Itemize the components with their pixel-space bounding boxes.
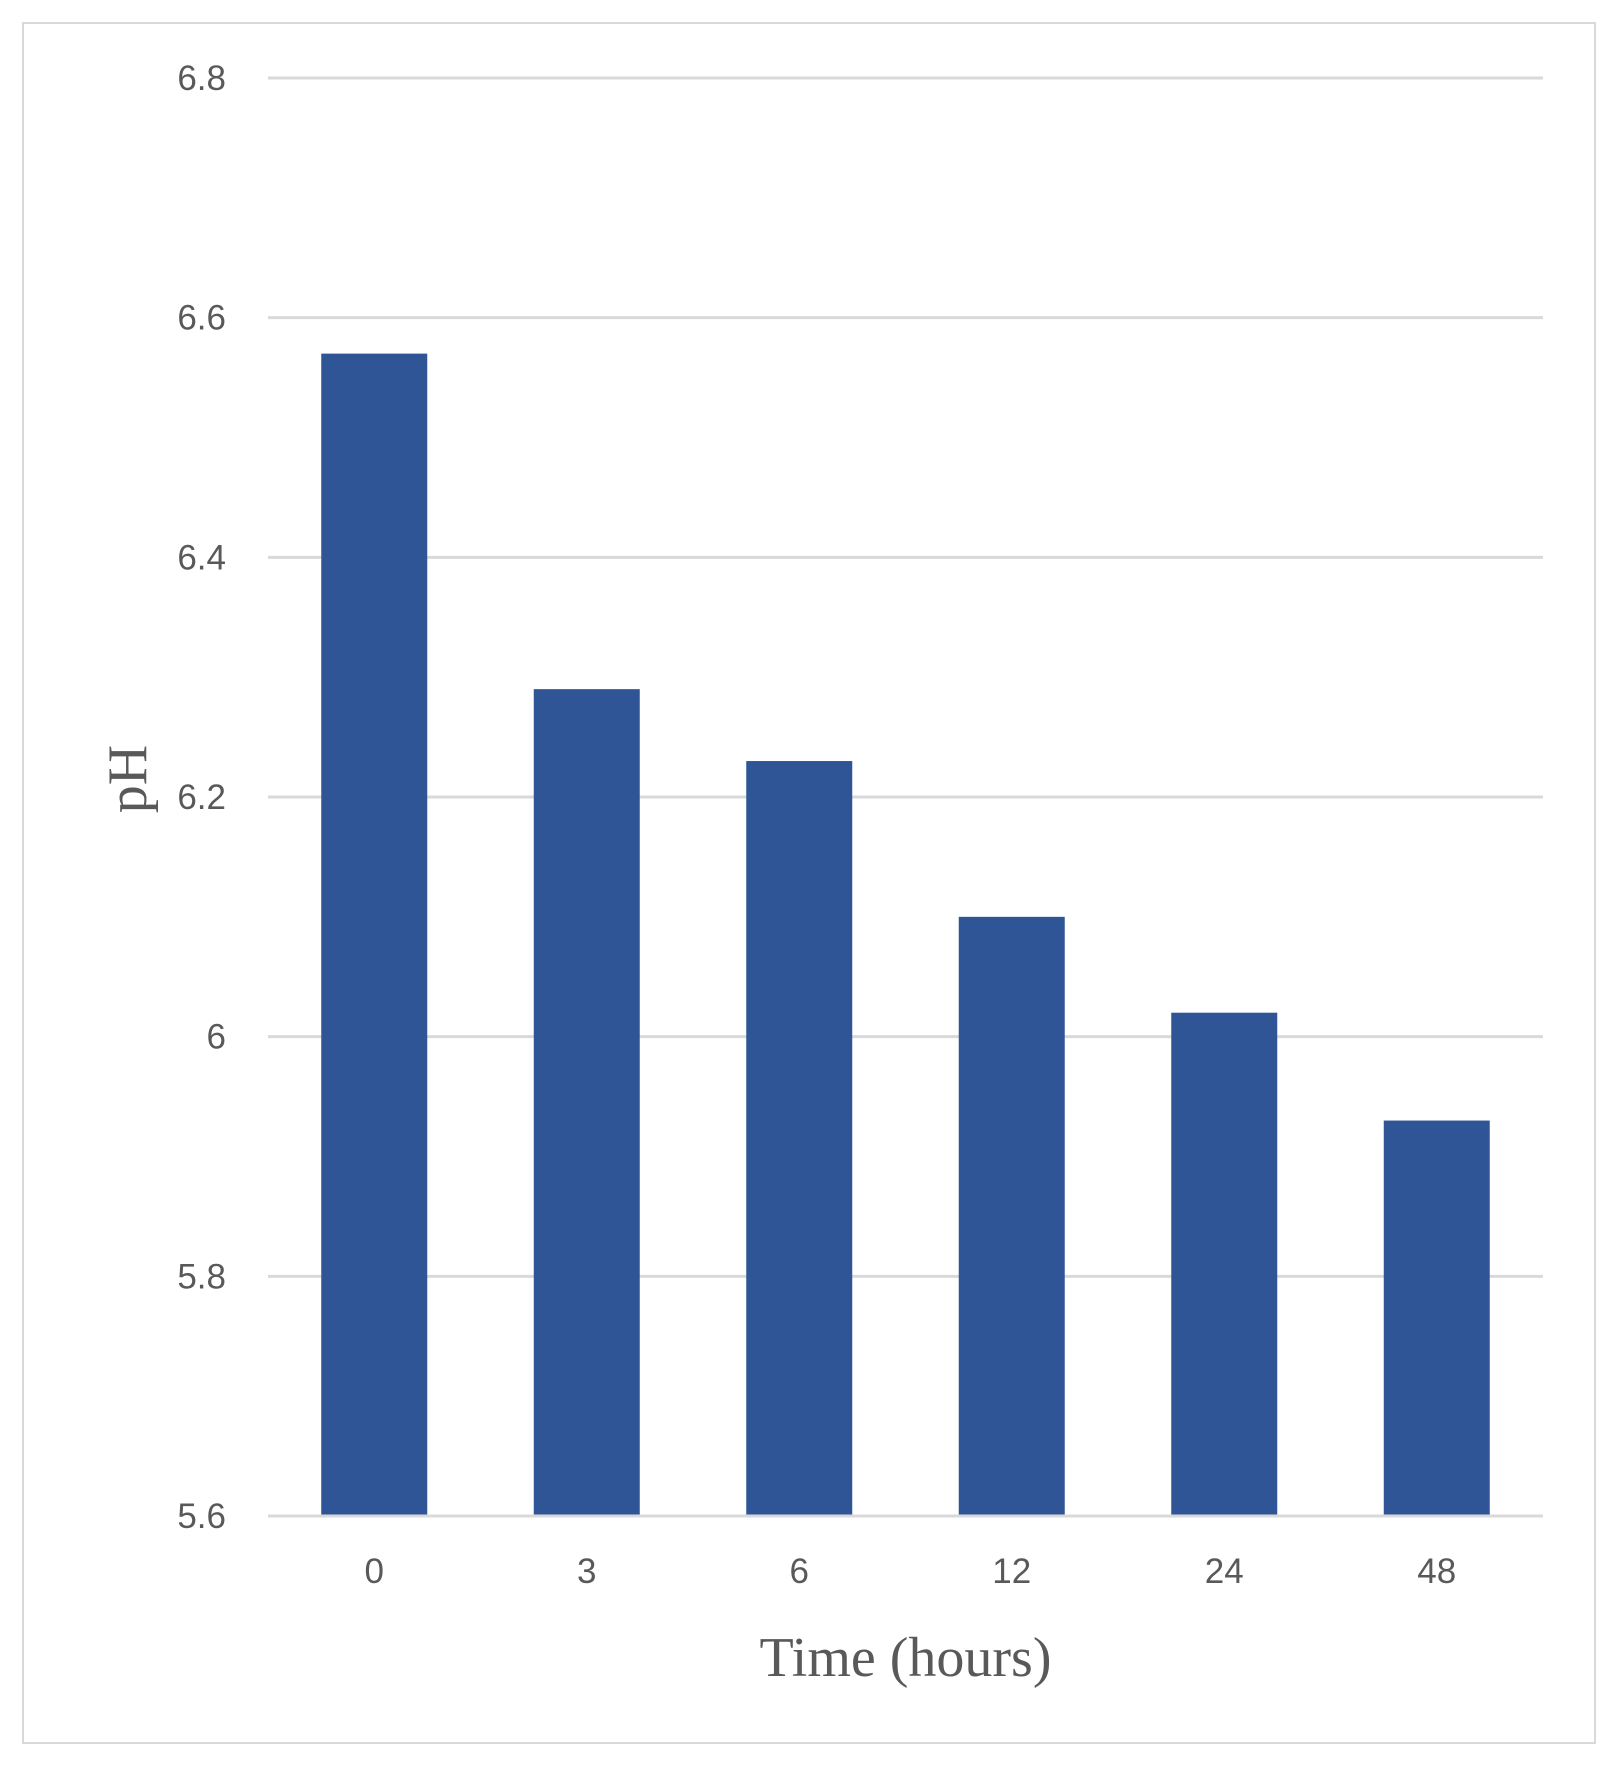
bar-6 (746, 761, 853, 1516)
y-axis-ticks: 5.6 5.8 6 6.2 6.4 6.6 6.8 (177, 59, 226, 1536)
bar-3 (533, 689, 640, 1516)
x-tick-label: 3 (577, 1552, 596, 1591)
x-tick-label: 0 (365, 1552, 384, 1591)
gridlines (268, 76, 1543, 1518)
y-tick-label: 6.2 (177, 778, 226, 817)
bars (268, 353, 1543, 1518)
y-tick-label: 6 (207, 1018, 226, 1057)
y-tick-label: 5.8 (177, 1257, 226, 1296)
x-tick-label: 6 (790, 1552, 809, 1591)
x-axis-title: Time (hours) (760, 1627, 1052, 1689)
x-tick-label: 12 (992, 1552, 1031, 1591)
y-tick-label: 5.6 (177, 1497, 226, 1536)
y-axis-title: pH (97, 745, 159, 813)
y-tick-label: 6.8 (177, 59, 226, 98)
x-axis-ticks: 0 3 6 12 24 48 (365, 1552, 1457, 1591)
bar-12 (958, 916, 1065, 1516)
y-tick-label: 6.4 (177, 538, 226, 577)
bar-0 (321, 353, 428, 1516)
x-tick-label: 48 (1417, 1552, 1456, 1591)
bar-48 (1383, 1120, 1490, 1516)
bar-24 (1171, 1012, 1278, 1516)
y-tick-label: 6.6 (177, 299, 226, 338)
x-tick-label: 24 (1205, 1552, 1244, 1591)
